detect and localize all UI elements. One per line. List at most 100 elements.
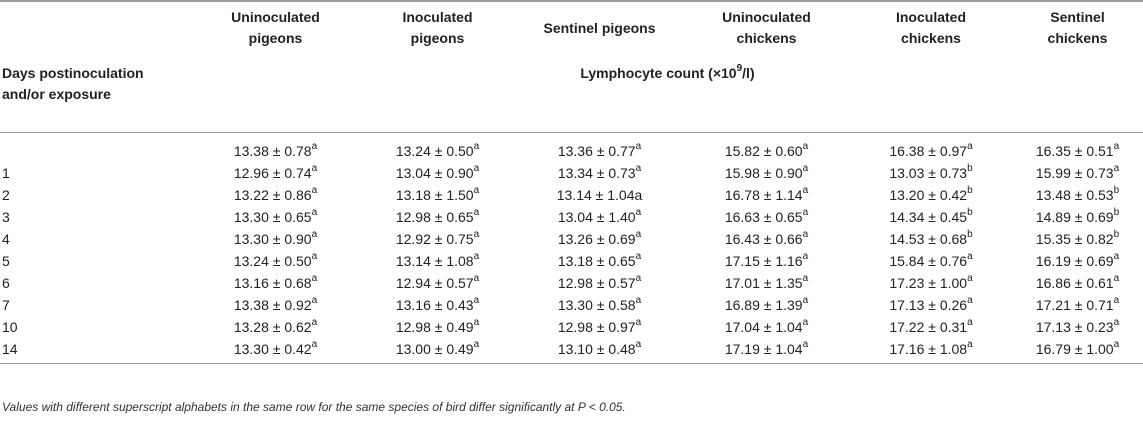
day-cell: 4 bbox=[2, 231, 10, 247]
cell-value: 13.30 ± 0.90 bbox=[233, 231, 312, 247]
value-cell: 13.16 ± 0.43a bbox=[359, 294, 516, 316]
cell-value: 16.43 ± 0.66 bbox=[724, 231, 803, 247]
significance-letter: a bbox=[1113, 295, 1120, 307]
value-cell: 12.98 ± 0.57a bbox=[516, 272, 683, 294]
cell-value: 12.98 ± 0.49 bbox=[395, 319, 474, 335]
significance-letter: a bbox=[635, 273, 642, 285]
value-cell: 13.10 ± 0.48a bbox=[516, 338, 683, 364]
value-cell: 14.89 ± 0.69b bbox=[1012, 206, 1143, 228]
significance-letter: a bbox=[311, 229, 318, 241]
table-row: 3 13.30 ± 0.65a 12.98 ± 0.65a 13.04 ± 1.40a… bbox=[0, 206, 1143, 228]
value-cell: 16.63 ± 0.65a bbox=[683, 206, 850, 228]
significance-letter: a bbox=[1113, 317, 1120, 329]
cell-value: 13.24 ± 0.50 bbox=[233, 253, 312, 269]
value-cell: 13.14 ± 1.08a bbox=[359, 250, 516, 272]
cell-value: 16.38 ± 0.97 bbox=[889, 143, 968, 159]
value-cell: 13.22 ± 0.86a bbox=[192, 184, 359, 206]
table-body: 13.38 ± 0.78a 13.24 ± 0.50a 13.36 ± 0.77a 1… bbox=[0, 133, 1143, 364]
value-cell: 13.26 ± 0.69a bbox=[516, 228, 683, 250]
cell-value: 17.13 ± 0.23 bbox=[1035, 319, 1114, 335]
cell-value: 17.16 ± 1.08 bbox=[889, 341, 968, 357]
header-stub bbox=[0, 0, 192, 54]
column-header: Uninoculated pigeons bbox=[192, 0, 359, 54]
cell-value: 17.22 ± 0.31 bbox=[889, 319, 968, 335]
cell-value: 13.14 ± 1.08 bbox=[395, 253, 474, 269]
significance-letter: a bbox=[635, 207, 642, 219]
cell-value: 13.04 ± 1.40 bbox=[557, 209, 636, 225]
significance-letter: a bbox=[967, 295, 973, 307]
days-header-text: Days postinoculation and/or exposure bbox=[2, 65, 144, 102]
value-cell: 17.13 ± 0.26a bbox=[850, 294, 1012, 316]
significance-letter: a bbox=[473, 207, 480, 219]
value-cell: 13.30 ± 0.42a bbox=[192, 338, 359, 364]
significance-letter: b bbox=[967, 207, 973, 219]
value-cell: 13.34 ± 0.73a bbox=[516, 162, 683, 184]
cell-value: 13.22 ± 0.86 bbox=[233, 187, 312, 203]
column-header-text: Uninoculated chickens bbox=[722, 9, 811, 46]
value-cell: 12.98 ± 0.65a bbox=[359, 206, 516, 228]
significance-letter: a bbox=[1113, 141, 1120, 153]
significance-letter: a bbox=[635, 251, 642, 263]
cell-value: 16.35 ± 0.51 bbox=[1035, 143, 1114, 159]
cell-value: 13.16 ± 0.68 bbox=[233, 275, 312, 291]
significance-letter: a bbox=[802, 141, 809, 153]
value-cell: 13.36 ± 0.77a bbox=[516, 133, 683, 163]
cell-value: 13.38 ± 0.92 bbox=[233, 297, 312, 313]
significance-letter: a bbox=[311, 251, 318, 263]
significance-letter: a bbox=[311, 141, 318, 153]
significance-letter: a bbox=[1113, 339, 1120, 351]
days-header: Days postinoculation and/or exposure bbox=[0, 54, 192, 133]
significance-letter: a bbox=[473, 229, 480, 241]
significance-letter: a bbox=[802, 163, 809, 175]
cell-value: 13.36 ± 0.77 bbox=[557, 143, 636, 159]
value-cell: 12.96 ± 0.74a bbox=[192, 162, 359, 184]
measure-unit: /l) bbox=[742, 65, 755, 81]
value-cell: 13.04 ± 0.90a bbox=[359, 162, 516, 184]
value-cell: 16.79 ± 1.00a bbox=[1012, 338, 1143, 364]
measure-label: Lymphocyte count (×10 bbox=[580, 65, 737, 81]
cell-value: 12.98 ± 0.65 bbox=[395, 209, 474, 225]
cell-value: 13.00 ± 0.49 bbox=[395, 341, 474, 357]
significance-letter: a bbox=[473, 163, 480, 175]
significance-letter: a bbox=[473, 317, 480, 329]
cell-value: 17.15 ± 1.16 bbox=[724, 253, 803, 269]
value-cell: 13.04 ± 1.40a bbox=[516, 206, 683, 228]
value-cell: 15.99 ± 0.73a bbox=[1012, 162, 1143, 184]
value-cell: 15.35 ± 0.82b bbox=[1012, 228, 1143, 250]
cell-value: 13.30 ± 0.42 bbox=[233, 341, 312, 357]
value-cell: 17.19 ± 1.04a bbox=[683, 338, 850, 364]
cell-value: 12.94 ± 0.57 bbox=[395, 275, 474, 291]
cell-value: 13.03 ± 0.73 bbox=[889, 165, 968, 181]
significance-letter: a bbox=[802, 229, 809, 241]
value-cell: 17.21 ± 0.71a bbox=[1012, 294, 1143, 316]
value-cell: 13.30 ± 0.58a bbox=[516, 294, 683, 316]
day-cell: 1 bbox=[2, 165, 10, 181]
value-cell: 13.20 ± 0.42b bbox=[850, 184, 1012, 206]
cell-value: 14.53 ± 0.68 bbox=[889, 231, 968, 247]
table-row: 7 13.38 ± 0.92a 13.16 ± 0.43a 13.30 ± 0.58a… bbox=[0, 294, 1143, 316]
significance-letter: a bbox=[802, 317, 809, 329]
cell-value: 16.63 ± 0.65 bbox=[724, 209, 803, 225]
cell-value: 13.18 ± 1.50 bbox=[395, 187, 474, 203]
cell-value: 15.84 ± 0.76 bbox=[889, 253, 968, 269]
cell-value: 17.21 ± 0.71 bbox=[1035, 297, 1114, 313]
significance-letter: b bbox=[1113, 207, 1120, 219]
significance-letter: b bbox=[967, 229, 973, 241]
value-cell: 12.98 ± 0.97a bbox=[516, 316, 683, 338]
significance-letter: a bbox=[802, 251, 809, 263]
cell-value: 12.96 ± 0.74 bbox=[233, 165, 312, 181]
value-cell: 13.38 ± 0.92a bbox=[192, 294, 359, 316]
value-cell: 14.53 ± 0.68b bbox=[850, 228, 1012, 250]
cell-value: 16.86 ± 0.61 bbox=[1035, 275, 1114, 291]
significance-letter: a bbox=[802, 185, 809, 197]
value-cell: 12.94 ± 0.57a bbox=[359, 272, 516, 294]
column-header-text: Sentinel chickens bbox=[1047, 9, 1108, 46]
cell-value: 12.98 ± 0.57 bbox=[557, 275, 636, 291]
value-cell: 16.35 ± 0.51a bbox=[1012, 133, 1143, 163]
value-cell: 13.24 ± 0.50a bbox=[192, 250, 359, 272]
cell-value: 15.98 ± 0.90 bbox=[724, 165, 803, 181]
significance-letter: a bbox=[635, 317, 642, 329]
value-cell: 12.98 ± 0.49a bbox=[359, 316, 516, 338]
significance-letter: a bbox=[967, 273, 973, 285]
significance-letter: a bbox=[473, 273, 480, 285]
